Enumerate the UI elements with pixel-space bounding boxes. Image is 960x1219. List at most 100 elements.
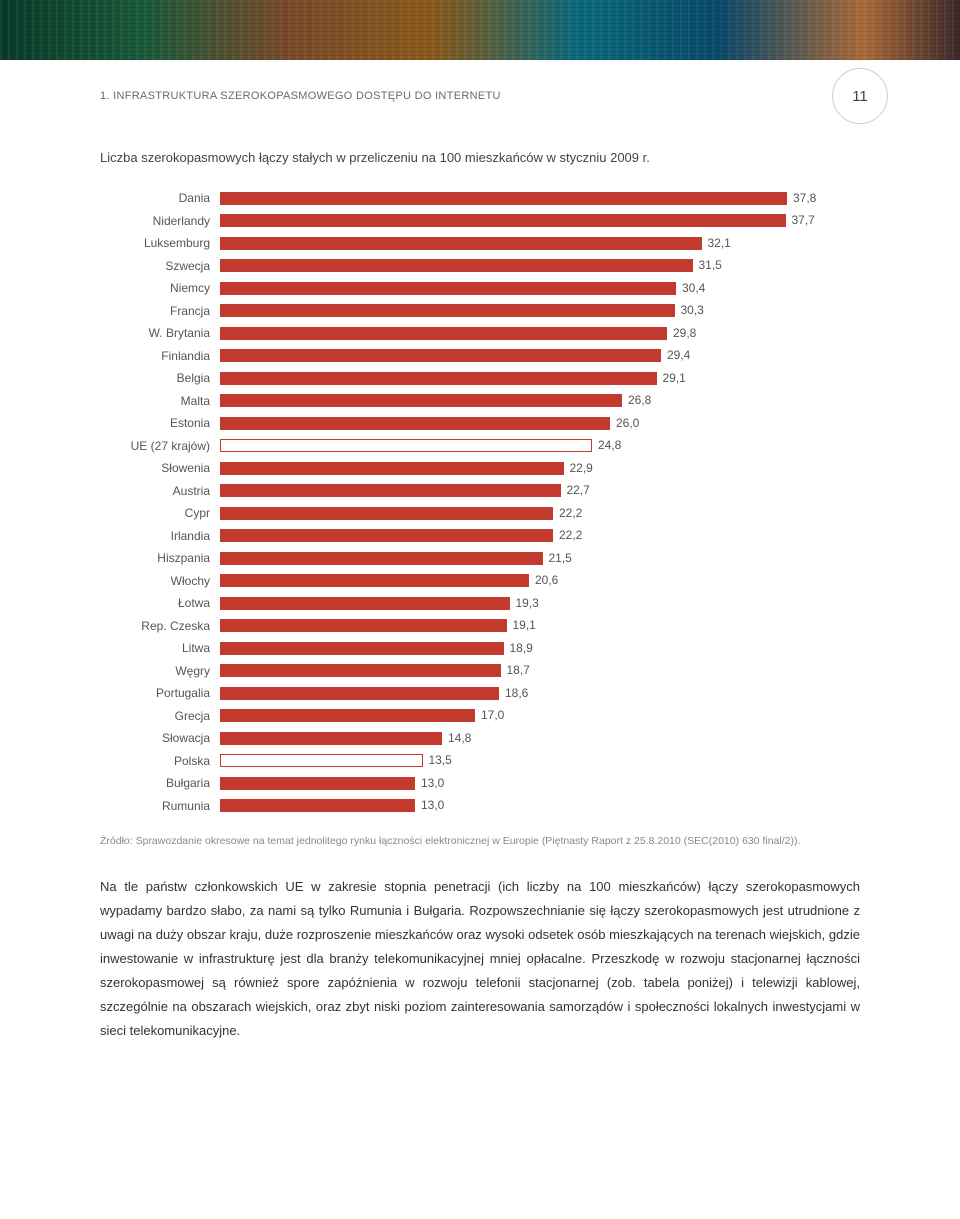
chart-row: Rep. Czeska 19,1 xyxy=(100,615,860,638)
chart-row-value: 37,7 xyxy=(786,213,815,227)
chart-bar xyxy=(220,304,675,317)
chart-bar xyxy=(220,552,543,565)
chart-row-value: 26,0 xyxy=(610,416,639,430)
chart-row: Finlandia29,4 xyxy=(100,345,860,368)
chart-bar xyxy=(220,799,415,812)
chart-row: Litwa18,9 xyxy=(100,637,860,660)
chart-bar xyxy=(220,372,657,385)
chart-row: W. Brytania 29,8 xyxy=(100,322,860,345)
chart-bar xyxy=(220,214,786,227)
chart-bar-track: 21,5 xyxy=(220,552,820,565)
chart-source-note: Źródło: Sprawozdanie okresowe na temat j… xyxy=(100,835,860,847)
chart-row: Luksemburg 32,1 xyxy=(100,232,860,255)
chart-bar xyxy=(220,394,622,407)
chart-row-value: 22,2 xyxy=(553,506,582,520)
chart-row-value: 13,0 xyxy=(415,798,444,812)
chart-bar xyxy=(220,259,693,272)
chart-bar xyxy=(220,462,564,475)
chart-row-label: Polska xyxy=(100,754,220,768)
chart-bar-track: 22,7 xyxy=(220,484,820,497)
chart-bar xyxy=(220,597,510,610)
chart-bar xyxy=(220,349,661,362)
chart-bar xyxy=(220,237,702,250)
chart-row-label: Włochy xyxy=(100,574,220,588)
chart-bar-track: 18,7 xyxy=(220,664,820,677)
chart-row-value: 22,7 xyxy=(561,483,590,497)
chart-row-value: 21,5 xyxy=(543,551,572,565)
chart-row-label: Dania xyxy=(100,191,220,205)
chart-row-value: 19,1 xyxy=(507,618,536,632)
chart-row-label: Hiszpania xyxy=(100,551,220,565)
chart-row-label: Luksemburg xyxy=(100,236,220,250)
chart-row-label: UE (27 krajów) xyxy=(100,439,220,453)
chart-bar-track: 29,8 xyxy=(220,327,820,340)
chart-bar-track: 19,3 xyxy=(220,597,820,610)
chart-bar xyxy=(220,529,553,542)
chart-row-label: Szwecja xyxy=(100,259,220,273)
chart-row-label: Irlandia xyxy=(100,529,220,543)
chart-row-value: 17,0 xyxy=(475,708,504,722)
chart-row-value: 14,8 xyxy=(442,731,471,745)
chart-row-value: 32,1 xyxy=(702,236,731,250)
chart-bar-track: 13,5 xyxy=(220,754,820,767)
chart-row-value: 20,6 xyxy=(529,573,558,587)
chart-row: Irlandia22,2 xyxy=(100,525,860,548)
horizontal-bar-chart: Dania 37,8 Niderlandy 37,7 Luksemburg 32,1 Szw… xyxy=(100,187,860,817)
chart-bar-track: 26,0 xyxy=(220,417,820,430)
section-header: 1. INFRASTRUKTURA SZEROKOPASMOWEGO DOSTĘ… xyxy=(100,90,860,102)
chart-row-value: 30,4 xyxy=(676,281,705,295)
chart-bar-track: 22,2 xyxy=(220,507,820,520)
chart-bar-track: 13,0 xyxy=(220,799,820,812)
chart-bar-track: 18,9 xyxy=(220,642,820,655)
chart-bar-track: 32,1 xyxy=(220,237,820,250)
chart-row-label: Malta xyxy=(100,394,220,408)
chart-row-label: Bułgaria xyxy=(100,776,220,790)
chart-bar xyxy=(220,484,561,497)
chart-bar-track: 19,1 xyxy=(220,619,820,632)
chart-bar-track: 14,8 xyxy=(220,732,820,745)
chart-row-label: Niderlandy xyxy=(100,214,220,228)
chart-bar-track: 29,4 xyxy=(220,349,820,362)
chart-bar xyxy=(220,327,667,340)
chart-row-value: 18,7 xyxy=(501,663,530,677)
chart-bar xyxy=(220,417,610,430)
chart-bar-track: 37,7 xyxy=(220,214,820,227)
chart-row-label: Rumunia xyxy=(100,799,220,813)
chart-row-label: Grecja xyxy=(100,709,220,723)
chart-row: Bułgaria 13,0 xyxy=(100,772,860,795)
body-paragraph: Na tle państw członkowskich UE w zakresi… xyxy=(100,875,860,1043)
chart-bar xyxy=(220,619,507,632)
chart-row-label: Węgry xyxy=(100,664,220,678)
chart-row: UE (27 krajów)24,8 xyxy=(100,435,860,458)
chart-row-value: 13,0 xyxy=(415,776,444,790)
chart-bar xyxy=(220,687,499,700)
chart-row-label: Niemcy xyxy=(100,281,220,295)
chart-row-label: Słowacja xyxy=(100,731,220,745)
chart-bar xyxy=(220,754,423,767)
chart-row-label: W. Brytania xyxy=(100,326,220,340)
chart-row-value: 29,4 xyxy=(661,348,690,362)
chart-row-value: 30,3 xyxy=(675,303,704,317)
chart-bar xyxy=(220,709,475,722)
chart-bar-track: 18,6 xyxy=(220,687,820,700)
chart-row-label: Słowenia xyxy=(100,461,220,475)
chart-row: Grecja 17,0 xyxy=(100,705,860,728)
chart-row-value: 37,8 xyxy=(787,191,816,205)
chart-row-value: 29,8 xyxy=(667,326,696,340)
chart-row: Niderlandy 37,7 xyxy=(100,210,860,233)
chart-row-value: 13,5 xyxy=(423,753,452,767)
chart-row: Polska 13,5 xyxy=(100,750,860,773)
chart-bar-track: 31,5 xyxy=(220,259,820,272)
chart-row-value: 18,9 xyxy=(504,641,533,655)
chart-bar-track: 30,4 xyxy=(220,282,820,295)
chart-bar-track: 22,2 xyxy=(220,529,820,542)
chart-row-label: Belgia xyxy=(100,371,220,385)
chart-row-value: 19,3 xyxy=(510,596,539,610)
chart-title: Liczba szerokopasmowych łączy stałych w … xyxy=(100,150,860,165)
header-photo-banner xyxy=(0,0,960,60)
chart-row: Belgia29,1 xyxy=(100,367,860,390)
chart-row-label: Rep. Czeska xyxy=(100,619,220,633)
chart-bar xyxy=(220,777,415,790)
chart-row: Rumunia 13,0 xyxy=(100,795,860,818)
chart-bar-track: 30,3 xyxy=(220,304,820,317)
